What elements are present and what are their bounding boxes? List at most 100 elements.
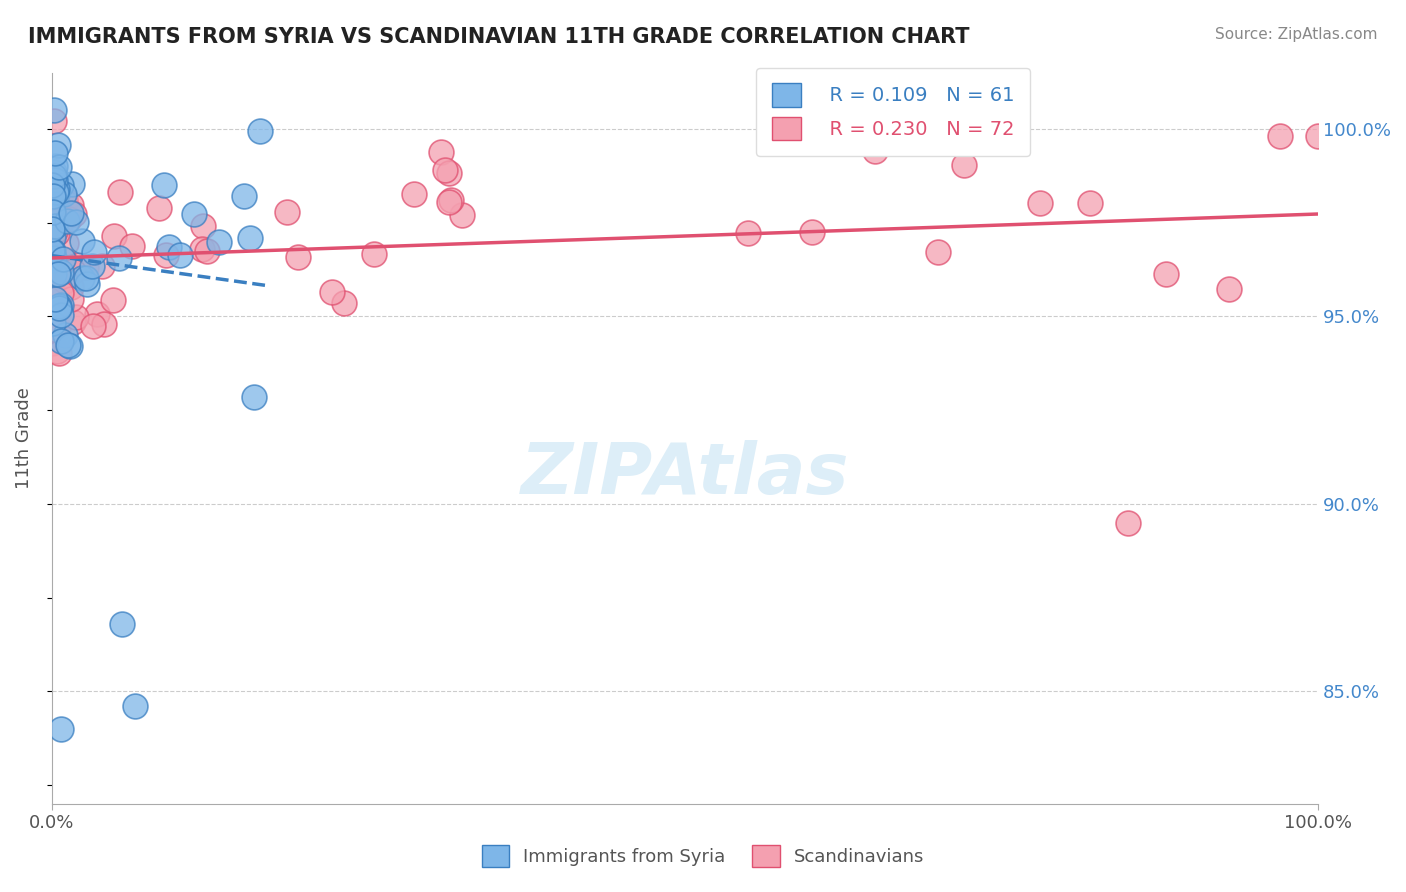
Point [737, 226, 759, 240]
Point [44, 159, 66, 173]
Point [53, 328, 76, 343]
Point [76, 277, 98, 291]
Point [42, 316, 65, 330]
Point [42, 244, 65, 259]
Point [287, 250, 309, 264]
Point [53, 192, 76, 206]
Point [183, 207, 205, 221]
Point [75, 270, 97, 285]
Point [363, 247, 385, 261]
Point [48, 346, 70, 360]
Point [41, 336, 63, 351]
Point [41, 222, 63, 236]
Point [41, 244, 63, 258]
Point [191, 219, 214, 233]
Point [46, 331, 69, 345]
Point [44, 173, 66, 187]
Point [233, 188, 256, 202]
Point [48, 301, 70, 315]
Point [952, 158, 974, 172]
Point [65, 310, 87, 324]
Point [45, 344, 67, 359]
Point [124, 699, 146, 714]
Point [42, 230, 65, 244]
Point [93, 317, 115, 331]
Point [108, 185, 131, 199]
Point [42, 226, 65, 240]
Point [59, 339, 82, 353]
Point [1028, 196, 1050, 211]
Point [450, 208, 472, 222]
Point [42, 251, 65, 265]
Point [46, 199, 69, 213]
Point [49, 286, 72, 301]
Point [55, 236, 77, 251]
Point [439, 194, 461, 209]
Point [46, 182, 69, 196]
Point [55, 274, 77, 288]
Point [52, 252, 75, 267]
Point [75, 260, 97, 275]
Point [49, 218, 72, 232]
Point [42, 267, 65, 281]
Point [46, 321, 69, 335]
Point [429, 145, 451, 160]
Point [70, 271, 93, 285]
Point [45, 226, 67, 240]
Point [41, 200, 63, 214]
Point [1268, 129, 1291, 144]
Point [433, 163, 456, 178]
Point [121, 239, 143, 253]
Point [1116, 516, 1139, 530]
Point [53, 186, 76, 201]
Point [44, 219, 66, 233]
Point [62, 315, 84, 329]
Point [60, 292, 83, 306]
Point [152, 178, 174, 192]
Text: ZIPAtlas: ZIPAtlas [520, 441, 849, 509]
Point [111, 616, 134, 631]
Point [101, 293, 124, 307]
Point [927, 245, 949, 260]
Point [41, 253, 63, 268]
Y-axis label: 11th Grade: 11th Grade [15, 387, 32, 489]
Legend:   R = 0.109   N = 61,   R = 0.230   N = 72: R = 0.109 N = 61, R = 0.230 N = 72 [756, 68, 1029, 156]
Point [191, 242, 214, 256]
Point [243, 390, 266, 404]
Point [42, 205, 65, 219]
Point [49, 297, 72, 311]
Point [108, 251, 131, 265]
Point [249, 124, 271, 138]
Text: IMMIGRANTS FROM SYRIA VS SCANDINAVIAN 11TH GRADE CORRELATION CHART: IMMIGRANTS FROM SYRIA VS SCANDINAVIAN 11… [28, 27, 970, 46]
Point [148, 201, 170, 215]
Point [1218, 282, 1240, 296]
Point [53, 254, 76, 268]
Point [58, 211, 80, 226]
Point [46, 214, 69, 228]
Point [48, 161, 70, 175]
Point [56, 214, 79, 228]
Point [276, 204, 298, 219]
Point [402, 186, 425, 201]
Point [58, 338, 80, 352]
Point [82, 319, 104, 334]
Point [83, 244, 105, 259]
Legend: Immigrants from Syria, Scandinavians: Immigrants from Syria, Scandinavians [474, 838, 932, 874]
Point [159, 240, 181, 254]
Point [48, 299, 70, 313]
Point [53, 195, 76, 210]
Point [46, 257, 69, 271]
Point [440, 193, 463, 207]
Point [863, 144, 886, 158]
Point [59, 206, 82, 220]
Point [41, 275, 63, 289]
Point [195, 244, 218, 258]
Point [46, 268, 69, 282]
Point [65, 215, 87, 229]
Point [207, 235, 229, 250]
Point [70, 234, 93, 248]
Point [800, 225, 823, 239]
Point [439, 166, 461, 180]
Point [42, 169, 65, 183]
Point [41, 178, 63, 193]
